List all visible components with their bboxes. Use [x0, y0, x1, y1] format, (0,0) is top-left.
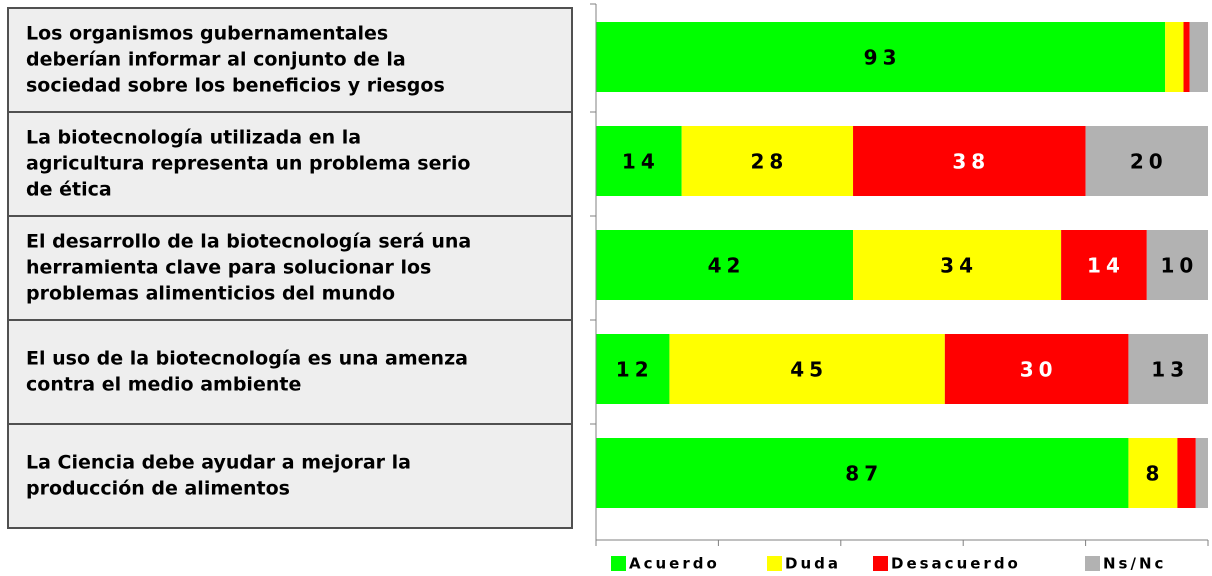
bar-segment — [1146, 230, 1208, 300]
bar-segment — [853, 230, 1062, 300]
value-label: 87 — [845, 462, 883, 486]
value-label: 34 — [940, 254, 978, 278]
legend-swatch — [1085, 556, 1100, 571]
bar-segment — [596, 334, 670, 404]
bar-segment — [1165, 22, 1184, 92]
value-label: 14 — [622, 150, 660, 174]
category-label: herramienta clave para solucionar los — [26, 257, 431, 279]
value-label: 13 — [1151, 358, 1189, 382]
category-label: El desarrollo de la biotecnología será u… — [26, 231, 471, 253]
value-label: 38 — [952, 150, 990, 174]
bar-segment — [681, 126, 854, 196]
value-label: 12 — [616, 358, 654, 382]
legend-label: Desacuerdo — [891, 555, 1021, 573]
bar-segment — [596, 22, 1166, 92]
category-box — [7, 111, 573, 217]
category-label: de ética — [26, 179, 112, 201]
category-label: sociedad sobre los beneficios y riesgos — [26, 75, 445, 97]
category-label: deberían informar al conjunto de la — [26, 49, 406, 71]
category-label: agricultura representa un problema serio — [26, 153, 470, 175]
category-label: La Ciencia debe ayudar a mejorar la — [26, 452, 411, 474]
legend-swatch — [611, 556, 626, 571]
legend-swatch — [767, 556, 782, 571]
value-label: 14 — [1087, 254, 1125, 278]
bar-segment — [596, 126, 682, 196]
legend-label: Acuerdo — [629, 555, 720, 573]
value-label: 93 — [864, 46, 902, 70]
value-label: 20 — [1130, 150, 1168, 174]
value-label: 45 — [790, 358, 828, 382]
category-label: Los organismos gubernamentales — [26, 23, 388, 45]
bar-segment — [1128, 334, 1208, 404]
legend-swatch — [873, 556, 888, 571]
category-box — [7, 7, 573, 113]
value-label: 28 — [750, 150, 788, 174]
legend-label: Duda — [785, 555, 841, 573]
category-label: producción de alimentos — [26, 478, 290, 500]
bar-segment — [1183, 22, 1190, 92]
bar-segment — [1189, 22, 1208, 92]
bar-segment — [596, 230, 854, 300]
bar-segment — [1085, 126, 1208, 196]
bar-segment — [1061, 230, 1147, 300]
bar-segment — [853, 126, 1086, 196]
value-label: 42 — [708, 254, 746, 278]
bar-segment — [669, 334, 945, 404]
category-box — [7, 423, 573, 529]
legend-label: Ns/Nc — [1103, 555, 1166, 573]
category-label: contra el medio ambiente — [26, 374, 301, 396]
bar-segment — [596, 438, 1129, 508]
bar-segment — [1195, 438, 1208, 508]
category-box — [7, 319, 573, 425]
value-label: 10 — [1160, 254, 1198, 278]
value-label: 8 — [1145, 462, 1164, 486]
bar-segment — [944, 334, 1129, 404]
category-label: El uso de la biotecnología es una amenza — [26, 348, 468, 370]
value-label: 30 — [1020, 358, 1058, 382]
category-label: problemas alimenticios del mundo — [26, 283, 395, 305]
bar-segment — [1128, 438, 1178, 508]
category-label: La biotecnología utilizada en la — [26, 127, 361, 149]
bar-segment — [1177, 438, 1196, 508]
